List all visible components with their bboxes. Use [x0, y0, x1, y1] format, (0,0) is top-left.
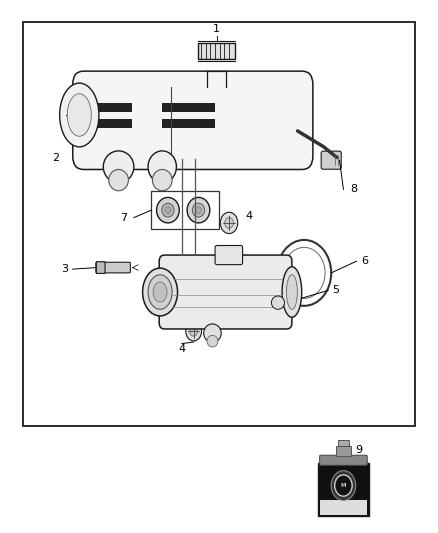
Bar: [162, 119, 215, 128]
Ellipse shape: [60, 83, 99, 147]
FancyBboxPatch shape: [73, 71, 313, 169]
Bar: [198, 43, 235, 59]
Circle shape: [220, 212, 238, 233]
Ellipse shape: [156, 197, 179, 223]
FancyBboxPatch shape: [96, 262, 105, 273]
Bar: [338, 440, 349, 446]
FancyBboxPatch shape: [320, 455, 367, 465]
Ellipse shape: [148, 274, 172, 309]
Text: 7: 7: [120, 213, 127, 223]
Circle shape: [225, 217, 233, 228]
Text: 3: 3: [61, 264, 68, 274]
Bar: [320, 500, 367, 515]
Text: 6: 6: [361, 256, 368, 266]
Ellipse shape: [272, 296, 285, 309]
Circle shape: [331, 471, 356, 500]
Ellipse shape: [143, 268, 177, 316]
FancyBboxPatch shape: [96, 262, 131, 273]
Bar: [162, 103, 215, 112]
Text: 4: 4: [245, 211, 252, 221]
Bar: [22, 22, 416, 426]
Ellipse shape: [152, 169, 172, 191]
Ellipse shape: [187, 197, 210, 223]
FancyBboxPatch shape: [159, 255, 292, 329]
Ellipse shape: [165, 207, 171, 214]
Ellipse shape: [192, 203, 205, 217]
Ellipse shape: [148, 151, 177, 183]
Circle shape: [335, 475, 352, 496]
Ellipse shape: [67, 94, 91, 136]
Text: 4: 4: [178, 344, 185, 353]
Circle shape: [190, 327, 198, 336]
Ellipse shape: [162, 203, 174, 217]
FancyBboxPatch shape: [215, 246, 243, 265]
Ellipse shape: [103, 151, 134, 183]
Ellipse shape: [286, 274, 297, 309]
Text: 9: 9: [355, 445, 362, 455]
Text: 5: 5: [332, 286, 339, 295]
Bar: [88, 119, 132, 128]
Bar: [151, 191, 219, 229]
Ellipse shape: [153, 282, 167, 302]
Text: M: M: [341, 483, 346, 488]
Ellipse shape: [204, 324, 221, 343]
Ellipse shape: [282, 266, 302, 317]
Circle shape: [186, 322, 201, 341]
Text: 8: 8: [350, 184, 357, 195]
Text: 1: 1: [213, 23, 220, 34]
Bar: [318, 463, 368, 516]
Bar: [88, 103, 132, 112]
Ellipse shape: [109, 169, 128, 191]
Ellipse shape: [207, 335, 218, 347]
FancyBboxPatch shape: [321, 151, 341, 169]
Bar: [336, 446, 351, 456]
Text: 2: 2: [53, 152, 60, 163]
Ellipse shape: [195, 207, 201, 214]
